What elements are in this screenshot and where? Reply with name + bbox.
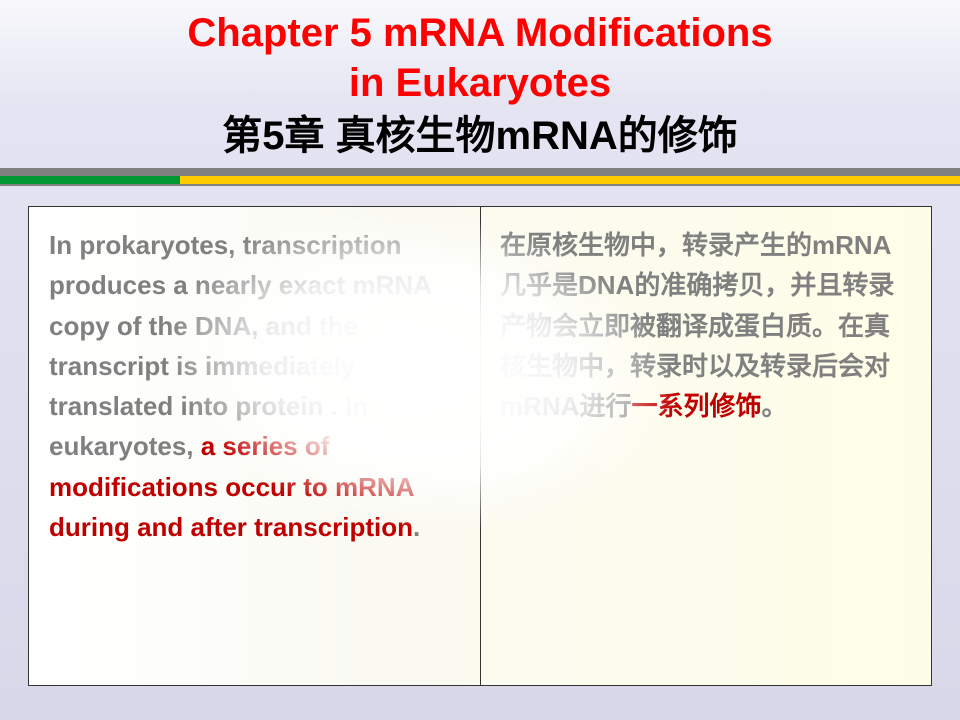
content-frame: In prokaryotes, transcription produces a… xyxy=(28,206,932,686)
right-column: 在原核生物中，转录产生的mRNA几乎是DNA的准确拷贝，并且转录产物会立即被翻译… xyxy=(480,207,931,685)
left-column: In prokaryotes, transcription produces a… xyxy=(29,207,480,685)
title-line-1: Chapter 5 mRNA Modifications xyxy=(0,8,960,58)
divider xyxy=(0,168,960,186)
subtitle: 第5章 真核生物mRNA的修饰 xyxy=(0,110,960,162)
divider-green xyxy=(0,176,180,184)
right-text-end: 。 xyxy=(761,391,787,421)
left-text: In prokaryotes, transcription produces a… xyxy=(49,230,431,461)
left-text-end: . xyxy=(413,512,420,542)
right-highlight: 一系列修饰 xyxy=(631,391,761,421)
title-block: Chapter 5 mRNA Modifications in Eukaryot… xyxy=(0,0,960,162)
title-line-2: in Eukaryotes xyxy=(0,58,960,108)
